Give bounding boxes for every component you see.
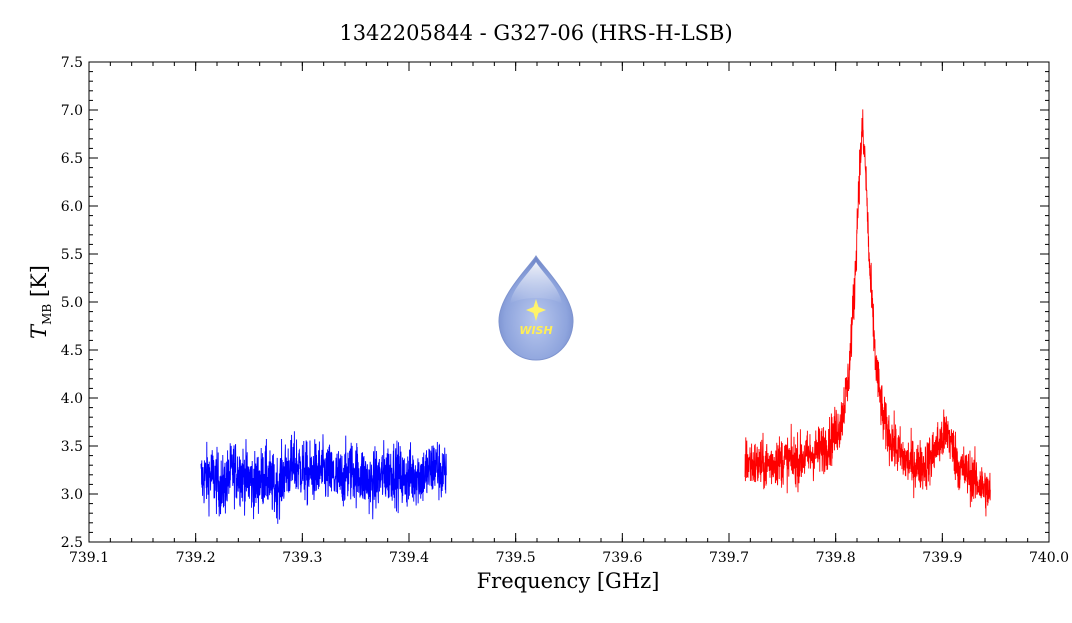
x-tick-label: 739.8 [816, 550, 856, 566]
x-tick-label: 739.6 [602, 550, 642, 566]
y-tick-label: 4.0 [61, 391, 83, 407]
series-layer [200, 109, 991, 524]
y-axis-label-main: T [27, 323, 51, 339]
series-line-1 [200, 431, 447, 524]
y-tick-label: 7.5 [61, 55, 83, 71]
x-tick-label: 739.7 [709, 550, 749, 566]
x-axis-label: Frequency [GHz] [477, 569, 660, 593]
series-line-2 [744, 109, 991, 517]
x-tick-label: 739.4 [389, 550, 429, 566]
star-icon [526, 299, 546, 321]
logo-text: WISH [519, 324, 552, 337]
chart-title: 1342205844 - G327-06 (HRS-H-LSB) [339, 21, 732, 45]
y-tick-label: 5.0 [61, 295, 83, 311]
y-tick-label: 3.5 [61, 439, 83, 455]
wish-logo: WISH [498, 255, 574, 361]
y-tick-label: 6.0 [61, 199, 83, 215]
y-tick-label: 2.5 [61, 535, 83, 551]
y-tick-label: 5.5 [61, 247, 83, 263]
x-tick-label: 739.2 [176, 550, 216, 566]
y-tick-label: 3.0 [61, 487, 83, 503]
x-tick-label: 739.5 [496, 550, 536, 566]
x-tick-label: 739.9 [922, 550, 962, 566]
y-tick-label: 4.5 [61, 343, 83, 359]
y-axis-label: TMB [K] [27, 265, 54, 339]
tick-layer: 739.1 739.2 739.3 739.4 739.5 739.6 739.7 739.8… [61, 55, 1069, 566]
x-tick-label: 739.3 [282, 550, 322, 566]
y-axis-label-unit: [K] [27, 265, 51, 297]
x-tick-label: 740.0 [1029, 550, 1069, 566]
y-tick-label: 7.0 [61, 103, 83, 119]
x-tick-label: 739.1 [69, 550, 109, 566]
y-axis-label-sub: MB [40, 304, 54, 325]
y-tick-label: 6.5 [61, 151, 83, 167]
